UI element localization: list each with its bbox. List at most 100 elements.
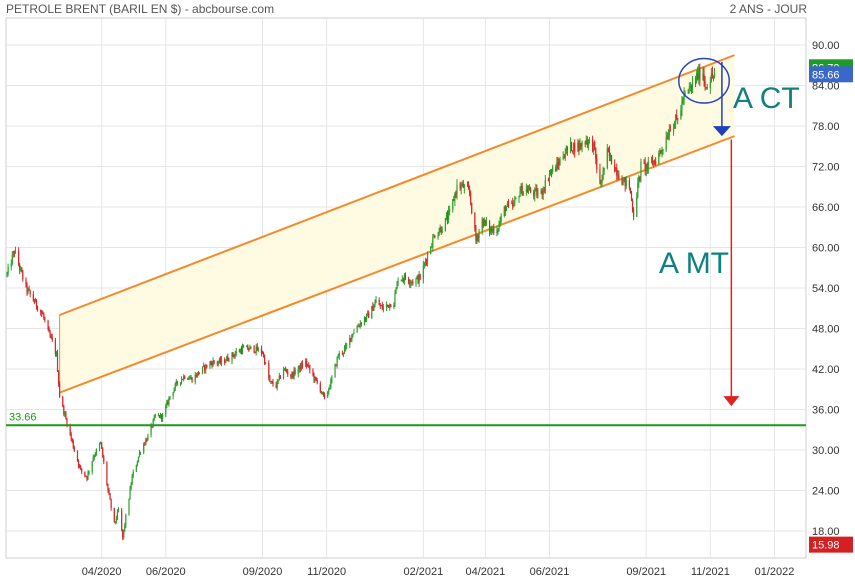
candle-body — [117, 509, 120, 512]
candle-body — [668, 129, 670, 136]
y-tick-label: 84.00 — [812, 81, 840, 93]
candle-body — [175, 381, 177, 384]
candle-body — [11, 254, 13, 264]
candle-body — [506, 202, 509, 207]
candle-body — [316, 380, 318, 383]
candle-body — [13, 251, 16, 254]
candle-body — [154, 415, 156, 417]
candle-body — [381, 305, 383, 310]
x-tick-label: 04/2021 — [465, 566, 505, 578]
x-tick-label: 09/2021 — [626, 566, 666, 578]
candle-body — [312, 369, 314, 375]
x-tick-label: 09/2020 — [243, 566, 283, 578]
candle-body — [334, 364, 336, 377]
candle-body — [550, 171, 553, 173]
candle-body — [507, 202, 510, 204]
candle-body — [491, 229, 493, 232]
candle-body — [601, 179, 603, 183]
x-tick-label: 06/2020 — [146, 566, 186, 578]
candle-body — [481, 219, 483, 232]
candle-body — [279, 375, 281, 379]
candle-body — [179, 382, 182, 384]
candle-body — [49, 332, 51, 337]
candle-body — [681, 100, 683, 111]
candle-body — [570, 142, 573, 151]
candle-body — [569, 142, 572, 150]
candle-body — [330, 380, 332, 388]
candle-body — [239, 349, 242, 353]
candle-body — [103, 456, 105, 463]
candle-body — [505, 206, 507, 211]
candle-body — [617, 175, 619, 177]
candle-body — [321, 391, 324, 393]
candle-body — [447, 211, 450, 221]
candle-body — [306, 360, 308, 366]
candle-body — [411, 281, 413, 283]
candle-body — [319, 382, 321, 392]
candle-body — [385, 304, 388, 308]
candle-body — [691, 81, 694, 88]
candle-body — [132, 471, 134, 476]
x-tick-label: 02/2021 — [403, 566, 443, 578]
candle-body — [463, 185, 465, 188]
candle-body — [499, 221, 501, 224]
candle-body — [292, 372, 294, 377]
candle-body — [515, 198, 517, 200]
candle-body — [466, 185, 469, 187]
candle-body — [477, 237, 479, 239]
candle-body — [367, 312, 369, 315]
candle-body — [482, 219, 484, 227]
candle-body — [10, 263, 12, 267]
candle-body — [85, 475, 87, 477]
candle-body — [631, 200, 634, 210]
candle-body — [182, 379, 184, 381]
candle-body — [503, 207, 505, 216]
candle-body — [402, 279, 404, 281]
last-price-label: 85.66 — [812, 69, 840, 81]
candle-body — [218, 359, 221, 363]
candle-body — [115, 518, 117, 522]
candle-body — [201, 366, 204, 373]
candle-body — [260, 348, 263, 354]
candle-body — [600, 182, 602, 184]
candle-body — [59, 384, 61, 398]
candle-body — [297, 369, 299, 374]
candle-body — [474, 213, 476, 229]
candle-body — [511, 202, 513, 204]
candle-body — [666, 137, 668, 140]
candle-body — [277, 379, 279, 382]
candle-body — [563, 157, 565, 159]
candle-body — [677, 117, 679, 120]
candle-body — [395, 288, 397, 294]
candle-body — [408, 278, 410, 283]
candle-body — [80, 465, 82, 469]
candle-body — [437, 234, 439, 238]
y-tick-label: 66.00 — [812, 202, 840, 214]
candle-body — [637, 183, 639, 198]
candle-body — [476, 237, 478, 241]
candle-body — [548, 173, 551, 181]
candle-body — [462, 183, 464, 188]
candle-body — [558, 163, 560, 165]
candle-body — [359, 323, 361, 327]
candle-body — [711, 73, 714, 77]
short-term-arrow-head — [712, 126, 731, 137]
candle-body — [262, 353, 265, 356]
candle-body — [552, 167, 554, 172]
candle-body — [609, 155, 612, 157]
candle-body — [512, 202, 514, 207]
candle-body — [683, 93, 685, 101]
axes: 90.00 84.00 78.00 72.00 66.00 60.00 54.00 48.00… — [82, 40, 840, 578]
candle-body — [146, 439, 148, 441]
candle-body — [573, 143, 575, 152]
candle-body — [394, 293, 396, 305]
candle-body — [48, 328, 50, 333]
candle-body — [595, 147, 597, 159]
candle-body — [248, 349, 250, 351]
candle-body — [206, 364, 208, 368]
candle-body — [416, 276, 418, 279]
candle-body — [257, 348, 259, 351]
candle-body — [235, 351, 237, 354]
candle-body — [158, 415, 161, 418]
